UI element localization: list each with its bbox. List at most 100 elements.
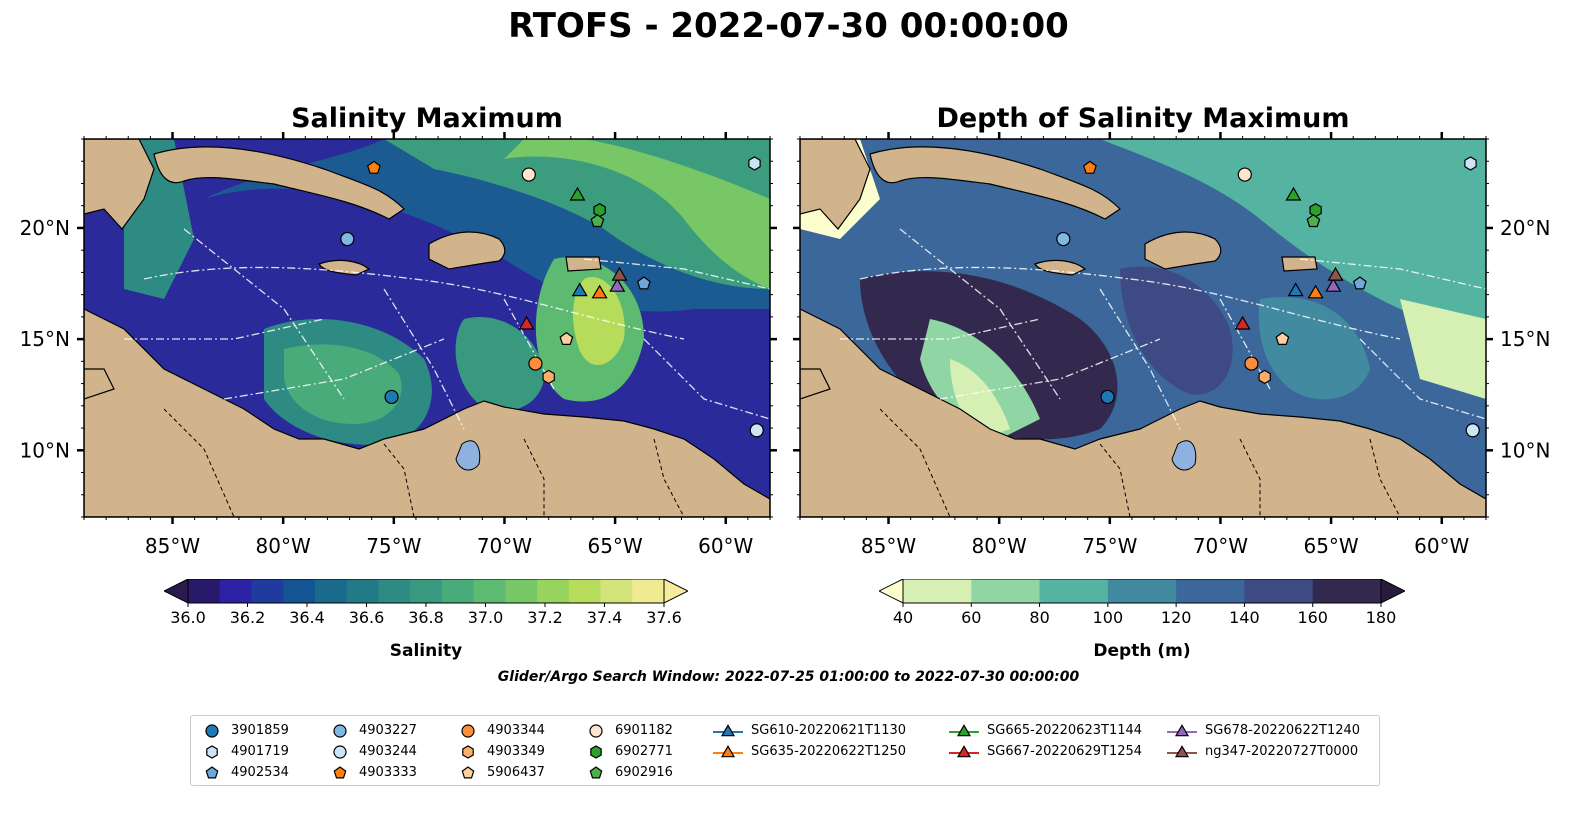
glider-SG667-20220629T1254 [518,315,535,330]
salinity-maximum-map[interactable] [84,139,770,517]
argo-float-3901859 [1100,389,1115,405]
legend-entry-4903227: 4903227 [329,722,417,740]
legend-entry-SG610-20220621T1130: SG610-20220621T1130 [713,722,906,740]
salinity-colorbar-over [663,579,688,604]
legend-label: 6902771 [615,744,673,759]
argo-float-4902534 [636,276,651,290]
salinity-colorbar-segment [473,579,506,603]
argo-float-6902916 [1306,214,1321,228]
salinity-colorbar-tick-label: 36.0 [170,608,206,623]
legend-marker-4903244 [333,745,347,759]
right-lon-tick-label: 60°W [1414,534,1469,558]
salinity-colorbar-under [164,579,189,604]
depth-colorbar-tick-label: 140 [1229,608,1260,623]
salinity-colorbar: 36.0 36.2 36.4 36.6 36.8 37.0 37.2 37.4 37.6 [164,579,688,623]
legend-entry-4903333: 4903333 [329,764,417,782]
argo-float-4903344 [528,356,543,371]
legend-entry-4903344: 4903344 [457,722,545,740]
legend-marker [590,745,602,759]
depth-colorbar-over [1380,579,1405,604]
salinity-colorbar-segment [378,579,411,603]
depth-colorbar-tick-label: 100 [1093,608,1124,623]
argo-float-4902534 [1352,276,1367,290]
legend-label: SG635-20220622T1250 [751,744,907,759]
legend-label: SG665-20220623T1144 [987,723,1143,738]
legend-marker-4903349 [462,745,474,759]
legend-marker [1167,724,1197,737]
depth-of-salinity-maximum-map[interactable] [800,139,1486,517]
salinity-colorbar-segment [188,579,221,603]
salinity-colorbar-tick-label: 36.2 [230,608,266,623]
left-lon-tick-label: 60°W [698,534,753,558]
right-lon-tick-label: 80°W [972,534,1027,558]
legend-marker [206,745,218,759]
salinity-colorbar-segment [537,579,570,603]
salinity-colorbar-segment [314,579,348,603]
salinity-colorbar-label: Salinity [389,641,463,661]
legend-label: SG678-20220622T1240 [1205,723,1361,738]
argo-float-3901859 [384,389,399,405]
legend-entry-4903244: 4903244 [329,743,417,761]
argo-float-5906437 [1275,331,1290,345]
legend-marker [461,766,475,779]
depth-colorbar-segment [1039,579,1109,603]
salinity-colorbar-segment [219,579,252,603]
legend-entry-6901182: 6901182 [585,722,673,740]
legend-label: 6902916 [615,765,673,780]
legend-marker-3901859 [205,724,219,738]
right-map-frame [799,138,1487,518]
figure-title: RTOFS - 2022-07-30 00:00:00 [508,6,1069,46]
legend-marker-ng347-20220727T0000 [1174,745,1190,758]
legend-marker-4903344 [461,724,475,738]
depth-colorbar-segment [971,579,1041,603]
legend-entry-4901719: 4901719 [201,743,289,761]
argo-float-4903333 [366,160,381,174]
legend-label: 5906437 [487,765,545,780]
argo-float-6901182 [521,167,536,182]
left-lon-tick-label: 70°W [477,534,532,558]
salinity-colorbar-tick-label: 37.0 [468,608,504,623]
legend-label: 6901182 [615,723,673,738]
legend-marker-4903333 [333,766,347,779]
legend-label: 3901859 [231,723,289,738]
legend-entry-3901859: 3901859 [201,722,289,740]
right-lat-tick-label: 20°N [1500,216,1550,240]
right-lon-tick-label: 75°W [1082,534,1137,558]
legend-marker-SG678-20220622T1240 [1174,724,1190,737]
legend-marker-6901182 [589,724,603,738]
salinity-colorbar-tick-label: 37.6 [646,608,682,623]
argo-float-6902771 [593,203,606,218]
glider-ng347-20220727T0000 [611,266,628,281]
salinity-colorbar-tick-label: 36.4 [289,608,325,623]
depth-colorbar-segment [1244,579,1314,603]
legend-label: ng347-20220727T0000 [1205,744,1359,759]
argo-float-4903227 [340,231,355,247]
legend-marker-6902771 [590,745,602,759]
argo-float-4903244 [1465,423,1480,438]
legend-marker [462,745,474,759]
depth-colorbar-label: Depth (m) [1093,641,1191,661]
left-panel-title: Salinity Maximum [291,103,563,134]
left-lon-tick-label: 80°W [256,534,311,558]
salinity-colorbar-segment [251,579,284,603]
right-lat-tick-label: 10°N [1500,438,1550,462]
salinity-colorbar-segment [410,579,443,603]
legend-entry-4902534: 4902534 [201,764,289,782]
glider-SG665-20220623T1144 [1285,186,1302,201]
legend-entry-6902771: 6902771 [585,743,673,761]
argo-float-4903344 [1244,356,1259,371]
depth-colorbar-tick-label: 120 [1161,608,1192,623]
legend-entry-5906437: 5906437 [457,764,545,782]
legend-entry-ng347-20220727T0000: ng347-20220727T0000 [1167,743,1358,761]
salinity-colorbar-segment [632,579,665,603]
argo-float-6901182 [1237,167,1252,182]
legend-entry-SG665-20220623T1144: SG665-20220623T1144 [949,722,1142,740]
legend-entry-SG678-20220622T1240: SG678-20220622T1240 [1167,722,1360,740]
left-lat-tick-label: 15°N [20,327,70,351]
legend-label: SG667-20220629T1254 [987,744,1143,759]
legend-label: 4903349 [487,744,545,759]
salinity-colorbar-segment [600,579,633,603]
legend-marker [1167,745,1197,758]
legend-entry-6902916: 6902916 [585,764,673,782]
depth-colorbar-segment [903,579,972,603]
